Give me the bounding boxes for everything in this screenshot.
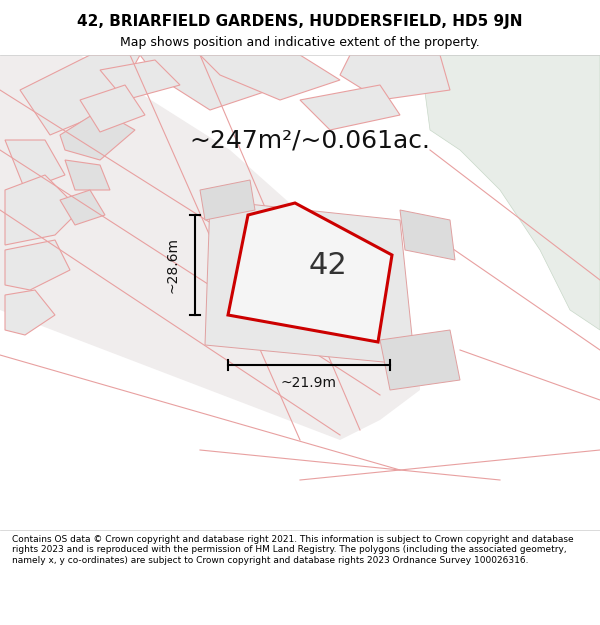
Polygon shape xyxy=(5,240,70,290)
Text: ~28.6m: ~28.6m xyxy=(166,237,180,293)
Text: Contains OS data © Crown copyright and database right 2021. This information is : Contains OS data © Crown copyright and d… xyxy=(12,535,574,564)
Polygon shape xyxy=(205,200,415,365)
Polygon shape xyxy=(60,190,105,225)
Polygon shape xyxy=(228,203,392,342)
Polygon shape xyxy=(60,110,135,160)
Polygon shape xyxy=(80,85,145,132)
Text: Map shows position and indicative extent of the property.: Map shows position and indicative extent… xyxy=(120,36,480,49)
Text: ~247m²/~0.061ac.: ~247m²/~0.061ac. xyxy=(190,128,431,152)
Polygon shape xyxy=(0,55,420,440)
Polygon shape xyxy=(380,330,460,390)
Polygon shape xyxy=(100,60,180,100)
Polygon shape xyxy=(20,55,140,135)
Polygon shape xyxy=(340,55,450,100)
Polygon shape xyxy=(140,55,270,110)
Text: 42, BRIARFIELD GARDENS, HUDDERSFIELD, HD5 9JN: 42, BRIARFIELD GARDENS, HUDDERSFIELD, HD… xyxy=(77,14,523,29)
Polygon shape xyxy=(5,290,55,335)
Polygon shape xyxy=(5,140,65,190)
Polygon shape xyxy=(200,55,340,100)
Polygon shape xyxy=(420,55,600,330)
Text: 42: 42 xyxy=(309,251,347,281)
Polygon shape xyxy=(400,210,455,260)
Polygon shape xyxy=(5,175,80,245)
Polygon shape xyxy=(200,180,255,220)
Polygon shape xyxy=(65,160,110,190)
Text: ~21.9m: ~21.9m xyxy=(281,376,337,390)
Polygon shape xyxy=(300,85,400,130)
